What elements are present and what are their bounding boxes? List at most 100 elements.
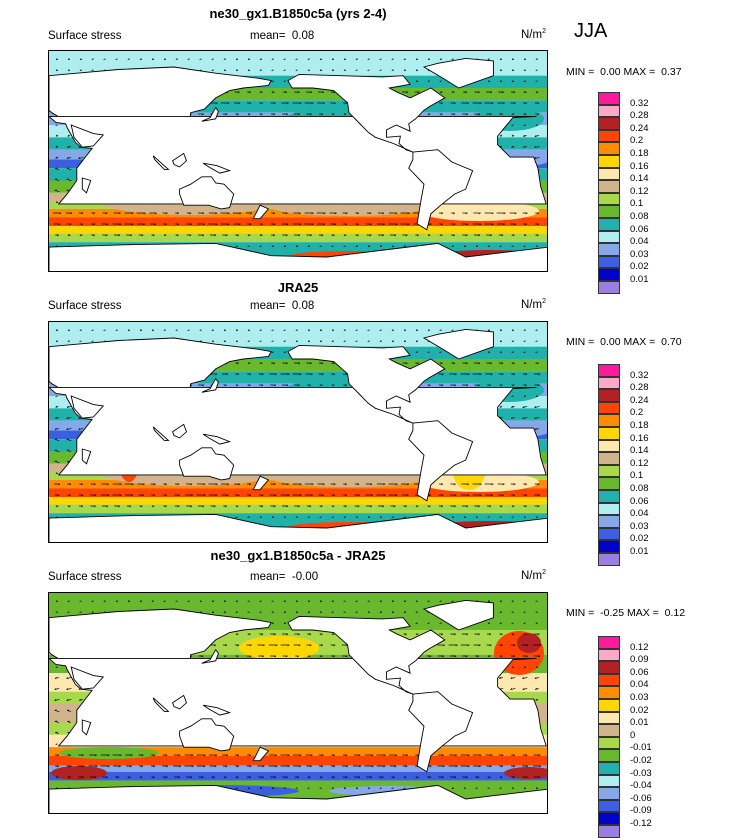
colorbar-level-label: -0.12 — [630, 819, 652, 829]
colorbar-swatch — [598, 243, 620, 256]
panel-2-variable: Surface stress — [48, 300, 122, 312]
colorbar-swatch — [598, 117, 620, 130]
field-band — [49, 772, 548, 781]
field-band — [49, 766, 548, 772]
colorbar-level-label: 0.1 — [630, 471, 643, 481]
colorbar-level-label: 0.18 — [630, 421, 649, 431]
land-africa — [49, 387, 546, 475]
colorbar-swatch — [598, 105, 620, 118]
panel-2-mean: mean= 0.08 — [250, 300, 314, 312]
colorbar-swatch — [598, 389, 620, 402]
land-africa — [49, 116, 546, 203]
colorbar-swatch — [598, 92, 620, 105]
land-africa — [49, 658, 546, 746]
colorbar-level-label: -0.06 — [630, 794, 652, 804]
colorbar-swatch — [598, 440, 620, 453]
panel-1-map-svg — [49, 51, 548, 272]
colorbar-swatch — [598, 193, 620, 206]
colorbar-swatch — [598, 540, 620, 553]
colorbar-level-label: -0.02 — [630, 756, 652, 766]
colorbar-level-label: 0.12 — [630, 187, 649, 197]
panel-1-minmax: MIN = 0.00 MAX = 0.37 — [566, 66, 682, 78]
colorbar-level-label: 0.01 — [630, 275, 649, 285]
colorbar-swatch — [598, 528, 620, 541]
colorbar-level-label: 0.24 — [630, 124, 649, 134]
colorbar-level-label: 0.09 — [630, 655, 649, 665]
colorbar-swatch — [598, 218, 620, 231]
field-patch — [51, 766, 107, 780]
colorbar-level-label: 0.28 — [630, 383, 649, 393]
panel-3-map — [48, 592, 548, 814]
colorbar-level-label: -0.09 — [630, 806, 652, 816]
colorbar-swatch — [598, 364, 620, 377]
colorbar-swatch — [598, 142, 620, 155]
colorbar-swatch — [598, 737, 620, 750]
colorbar-swatch — [598, 427, 620, 440]
colorbar-swatch — [598, 130, 620, 143]
colorbar-level-label: 0.2 — [630, 136, 643, 146]
colorbar-level-label: 0.12 — [630, 643, 649, 653]
colorbar-swatch — [598, 762, 620, 775]
colorbar-level-label: 0.16 — [630, 434, 649, 444]
colorbar-swatch — [598, 490, 620, 503]
panel-3-title: ne30_gx1.B1850c5a - JRA25 — [48, 548, 548, 563]
colorbar-swatch — [598, 515, 620, 528]
panel-2-map-svg — [49, 322, 548, 543]
colorbar-swatch — [598, 724, 620, 737]
colorbar-level-label: 0.18 — [630, 149, 649, 159]
colorbar-swatch — [598, 256, 620, 269]
colorbar-swatch — [598, 452, 620, 465]
field-patch — [59, 747, 159, 759]
colorbar-level-label: 0.02 — [630, 706, 649, 716]
panel-3-minmax: MIN = -0.25 MAX = 0.12 — [566, 607, 685, 619]
field-band — [49, 497, 548, 504]
colorbar-swatch — [598, 812, 620, 825]
panel-1-variable: Surface stress — [48, 30, 122, 42]
colorbar-level-label: 0.1 — [630, 199, 643, 209]
colorbar-swatch — [598, 168, 620, 181]
colorbar-level-label: 0.32 — [630, 99, 649, 109]
colorbar-level-label: 0.14 — [630, 174, 649, 184]
colorbar-swatch — [598, 775, 620, 788]
colorbar-level-label: 0.02 — [630, 534, 649, 544]
colorbar-swatch — [598, 465, 620, 478]
panel-3-variable: Surface stress — [48, 571, 122, 583]
colorbar-swatch — [598, 205, 620, 218]
colorbar-swatch — [598, 649, 620, 662]
field-band — [49, 226, 548, 233]
colorbar-level-label: 0 — [630, 731, 635, 741]
colorbar-level-label: 0.03 — [630, 250, 649, 260]
colorbar-level-label: 0.08 — [630, 212, 649, 222]
colorbar-level-label: 0.06 — [630, 497, 649, 507]
panel-1-map — [48, 50, 548, 272]
colorbar-swatch — [598, 268, 620, 281]
colorbar-level-label: -0.04 — [630, 781, 652, 791]
panel-2-map — [48, 321, 548, 543]
colorbar-level-label: 0.06 — [630, 225, 649, 235]
colorbar-swatch — [598, 825, 620, 838]
colorbar-swatch — [598, 477, 620, 490]
colorbar-level-label: 0.2 — [630, 408, 643, 418]
colorbar-swatch — [598, 787, 620, 800]
colorbar-swatch — [598, 686, 620, 699]
colorbar-swatch — [598, 180, 620, 193]
colorbar-swatch — [598, 402, 620, 415]
colorbar-swatch — [598, 636, 620, 649]
colorbar-swatch — [598, 414, 620, 427]
colorbar-swatch — [598, 661, 620, 674]
colorbar-level-label: 0.28 — [630, 111, 649, 121]
field-patch — [517, 633, 541, 653]
colorbar-level-label: 0.02 — [630, 262, 649, 272]
colorbar-level-label: 0.04 — [630, 680, 649, 690]
panel-3-units: N/m2 — [521, 569, 546, 582]
colorbar-level-label: 0.24 — [630, 396, 649, 406]
colorbar-level-label: 0.04 — [630, 237, 649, 247]
colorbar-swatch — [598, 674, 620, 687]
colorbar-level-label: 0.01 — [630, 718, 649, 728]
colorbar-level-label: 0.14 — [630, 446, 649, 456]
colorbar-level-label: 0.06 — [630, 668, 649, 678]
colorbar-swatch — [598, 231, 620, 244]
colorbar-level-label: -0.01 — [630, 743, 652, 753]
panel-3-map-svg — [49, 593, 548, 814]
